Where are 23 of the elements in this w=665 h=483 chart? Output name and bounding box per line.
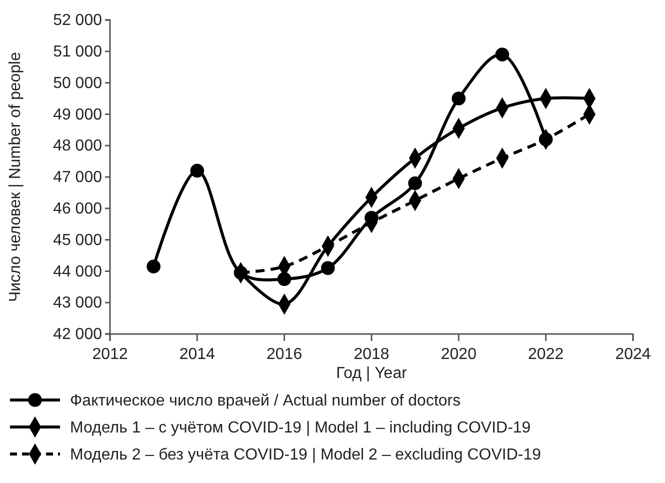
- y-tick-label: 46 000: [53, 200, 102, 218]
- y-tick-label: 52 000: [53, 12, 102, 30]
- y-tick-label: 48 000: [53, 138, 102, 155]
- legend-label: Фактическое число врачей / Actual number of doctors: [70, 392, 461, 410]
- x-tick-label: 2022: [528, 346, 564, 364]
- y-tick-label: 44 000: [53, 263, 102, 280]
- x-tick-label: 2012: [92, 346, 128, 364]
- y-tick-label: 47 000: [53, 169, 102, 186]
- x-tick-label: 2020: [440, 346, 477, 364]
- legend-label: Модель 2 – без учёта COVID-19 | Model 2 – excluding COVID-19: [70, 446, 542, 464]
- x-axis-title: Год | Year: [336, 365, 408, 382]
- y-tick-label: 50 000: [53, 74, 102, 92]
- y-tick-label: 51 000: [53, 44, 102, 61]
- y-tick-label: 49 000: [53, 106, 102, 124]
- y-axis-title: Число человек | Number of people: [7, 52, 24, 302]
- y-tick-label: 42 000: [53, 326, 102, 344]
- x-tick-label: 2016: [266, 346, 302, 364]
- legend-label: Модель 1 – с учётом COVID-19 | Model 1 – including COVID-19: [70, 420, 531, 437]
- y-tick-label: 45 000: [53, 232, 102, 249]
- x-tick-label: 2018: [354, 346, 390, 364]
- y-tick-label: 43 000: [53, 294, 102, 312]
- x-tick-label: 2014: [179, 346, 216, 364]
- x-tick-label: 2024: [615, 346, 651, 364]
